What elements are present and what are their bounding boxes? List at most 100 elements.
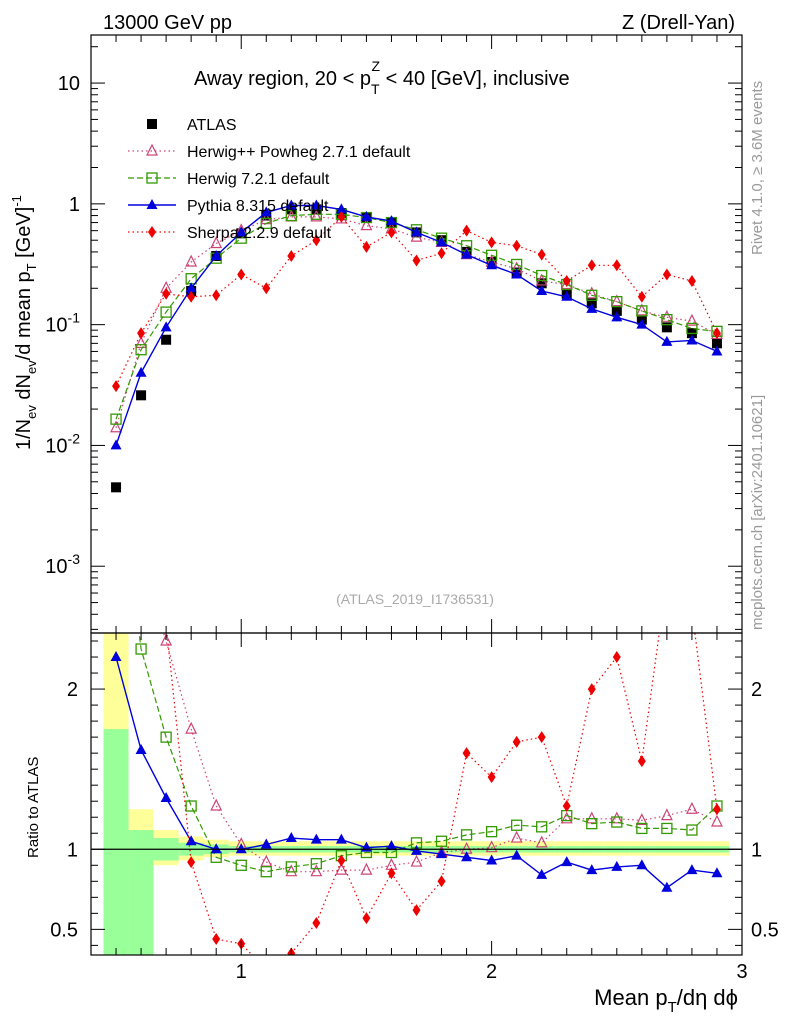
ratio-y-tick-label: 0.5	[50, 919, 78, 941]
main-sherpa-2-2-9-default-point	[237, 268, 246, 281]
main-pythia-8-315-default-point	[611, 311, 623, 322]
ratio-pythia-8-315-default-point	[536, 868, 548, 879]
y-axis-title: 1/Nev dNev/d mean pT [GeV]-1	[9, 195, 39, 450]
ratio-herwig-powheg-2-7-1-default-point	[285, 864, 298, 877]
main-sherpa-2-2-9-default-point	[537, 248, 546, 261]
main-sherpa-2-2-9-default-line	[115, 216, 718, 387]
main-herwig-7-2-1-default-point	[586, 289, 598, 301]
ratio-herwig-powheg-2-7-1-default-point	[635, 813, 648, 826]
ratio-pythia-8-315-default-point	[411, 844, 422, 855]
legend-label: ATLAS	[187, 117, 237, 134]
mcplots-label: mcplots.cern.ch [arXiv:2401.10621]	[749, 395, 766, 630]
plot-title: Away region, 20 < pTZ < 40 [GeV], inclus…	[194, 58, 570, 97]
ratio-y-tick-label-right: 0.5	[751, 919, 779, 941]
main-sherpa-2-2-9-default-point	[612, 259, 621, 272]
main-sherpa-2-2-9-default-point	[462, 224, 471, 237]
main-panel-series	[110, 199, 723, 493]
main-pythia-8-315-default-point	[686, 334, 698, 345]
ratio-y-tick-label: 1	[67, 839, 78, 861]
legend-marker	[148, 226, 156, 238]
ratio-sherpa-2-2-9-default-point	[362, 912, 371, 925]
ratio-pythia-8-315-default-point	[135, 743, 147, 754]
main-herwig-7-2-1-default-point	[135, 344, 147, 356]
main-herwig-powheg-2-7-1-default-point	[360, 218, 373, 231]
main-pythia-8-315-default-point	[561, 290, 573, 301]
legend-label: Pythia 8.315 default	[187, 198, 329, 215]
header-right: Z (Drell-Yan)	[622, 12, 735, 34]
ratio-sherpa-2-2-9-default-point	[612, 651, 621, 664]
main-herwig-powheg-2-7-1-default-point	[185, 254, 198, 267]
main-sherpa-2-2-9-default-point	[512, 239, 521, 252]
main-pythia-8-315-default-point	[661, 335, 673, 346]
main-pythia-8-315-default-point	[385, 215, 397, 226]
main-herwig-7-2-1-default-point	[110, 413, 122, 425]
main-herwig-powheg-2-7-1-default-point	[660, 309, 673, 322]
main-atlas-point	[536, 278, 547, 289]
legend-marker	[147, 119, 157, 129]
ratio-herwig-7-2-1-default-point	[435, 835, 448, 847]
x-tick-label: 2	[486, 961, 497, 983]
main-herwig-7-2-1-default-point	[686, 322, 698, 335]
ratio-pythia-8-315-default-point	[385, 840, 397, 851]
tick-labels: 10-3 10-2 10-1 1 10 0.5 0.5 1 1 2 2 1 2 3	[45, 73, 779, 983]
main-atlas-point	[711, 338, 722, 349]
main-sherpa-2-2-9-default-point	[312, 234, 321, 247]
ratio-herwig-7-2-1-default-point	[160, 731, 172, 743]
ratio-herwig-7-2-1-default-line	[138, 633, 718, 873]
main-sherpa-2-2-9-default-point	[412, 254, 421, 267]
ratio-sherpa-2-2-9-default-point	[212, 932, 221, 945]
legend-label: Sherpa 2.2.9 default	[187, 225, 332, 242]
ratio-sherpa-2-2-9-default-point	[637, 755, 646, 768]
main-herwig-powheg-2-7-1-default-point	[135, 336, 148, 348]
main-sherpa-2-2-9-default-point	[287, 250, 296, 263]
ratio-pythia-8-315-default-point	[661, 881, 673, 892]
ratio-herwig-powheg-2-7-1-default-point	[685, 801, 698, 814]
ratio-herwig-powheg-2-7-1-default-point	[136, 555, 146, 565]
axis-ticks	[90, 35, 743, 955]
main-pythia-8-315-default-point	[486, 259, 498, 270]
main-sherpa-2-2-9-default-point	[112, 380, 121, 393]
ratio-sherpa-2-2-9-default-point	[137, 475, 145, 487]
ratio-herwig-powheg-2-7-1-default-point	[260, 854, 273, 867]
ratio-sherpa-2-2-9-default-point	[462, 747, 471, 760]
ratio-pythia-8-315-default-point	[436, 848, 448, 859]
ratio-pythia-8-315-default-point	[686, 864, 698, 875]
ratio-herwig-powheg-2-7-1-default-point	[160, 633, 173, 646]
x-tick-label: 1	[236, 961, 247, 983]
main-sherpa-2-2-9-default-point	[362, 240, 371, 253]
ratio-herwig-7-2-1-default-point	[135, 643, 147, 655]
ratio-herwig-powheg-2-7-1-default-point	[510, 830, 523, 843]
main-herwig-7-2-1-default-line	[115, 213, 718, 420]
stat-uncertainty-band-bin	[103, 729, 129, 955]
ratio-sherpa-2-2-9-default-point	[312, 916, 321, 929]
main-pythia-8-315-default-point	[360, 210, 372, 221]
ratio-sherpa-2-2-9-default-point	[487, 771, 496, 784]
ratio-herwig-7-2-1-default-point	[586, 817, 598, 830]
ratio-herwig-7-2-1-default-point	[260, 866, 272, 878]
ratio-sherpa-2-2-9-default-point	[412, 904, 421, 917]
main-pythia-8-315-default-point	[461, 248, 473, 259]
ratio-pythia-8-315-default-point	[711, 867, 723, 878]
ratio-herwig-powheg-2-7-1-default-point	[310, 864, 323, 877]
ratio-herwig-7-2-1-default-point	[511, 819, 523, 831]
main-sherpa-2-2-9-default-point	[637, 290, 646, 303]
rivet-version-label: Rivet 4.1.0, ≥ 3.6M events	[749, 81, 766, 255]
main-pythia-8-315-default-point	[586, 302, 598, 313]
ratio-pythia-8-315-default-point	[285, 832, 297, 843]
ratio-herwig-powheg-2-7-1-default-point	[485, 840, 498, 853]
ratio-herwig-7-2-1-default-point	[185, 800, 197, 812]
ratio-herwig-7-2-1-default-point	[661, 822, 673, 835]
ratio-herwig-powheg-2-7-1-default-point	[710, 814, 723, 827]
ratio-y-tick-label-right: 2	[751, 679, 762, 701]
analysis-watermark: (ATLAS_2019_I1736531)	[336, 591, 494, 607]
main-sherpa-2-2-9-default-point	[662, 268, 671, 281]
ratio-herwig-7-2-1-default-point	[536, 821, 548, 833]
main-atlas-point	[161, 334, 172, 345]
ratio-pythia-8-315-default-point	[185, 835, 197, 846]
ratio-sherpa-2-2-9-default-point	[387, 867, 396, 880]
legend-label: Herwig 7.2.1 default	[187, 171, 330, 188]
y-tick-label: 10	[58, 73, 80, 95]
main-atlas-point	[111, 482, 122, 493]
legend-marker	[146, 143, 158, 156]
